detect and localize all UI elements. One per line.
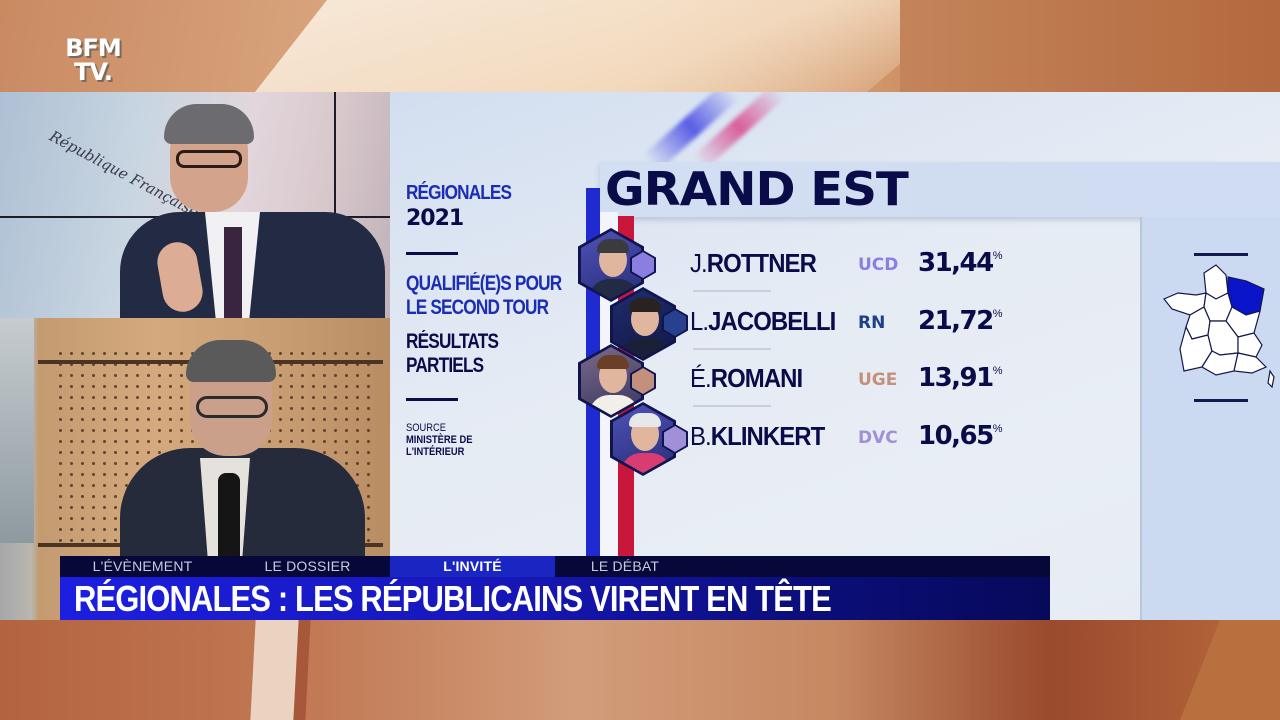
map-panel bbox=[1140, 217, 1280, 620]
results-status: RÉSULTATS PARTIELS bbox=[406, 330, 499, 377]
tab-invite: L'INVITÉ bbox=[390, 556, 555, 577]
source-credit: SOURCE MINISTÈRE DE L'INTÉRIEUR bbox=[406, 422, 473, 458]
vote-percent: 10,65% bbox=[918, 421, 1003, 451]
candidate-photo bbox=[610, 287, 676, 361]
logo-line-1: BFM bbox=[65, 34, 122, 62]
title-band bbox=[600, 162, 1280, 217]
divider bbox=[1194, 253, 1248, 256]
candidate-name: B.KLINKERT bbox=[690, 421, 825, 451]
tab-evenement: L'ÉVÈNEMENT bbox=[92, 558, 193, 574]
subtitle: QUALIFIÉ(E)S POUR LE SECOND TOUR bbox=[406, 272, 562, 319]
candidate-photo bbox=[578, 344, 644, 418]
candidate-row: J.ROTTNER UCD 31,44% bbox=[690, 248, 1020, 284]
background-top-light bbox=[255, 0, 975, 92]
row-separator bbox=[693, 348, 771, 350]
party-label: DVC bbox=[858, 428, 898, 448]
channel-logo: BFM TV. bbox=[58, 36, 128, 84]
video-feed-anchor: République Française bbox=[0, 92, 390, 318]
window bbox=[0, 318, 34, 543]
program-tabs: L'ÉVÈNEMENT LE DOSSIER L'INVITÉ LE DÉBAT bbox=[60, 556, 1050, 577]
election-label: RÉGIONALES bbox=[406, 182, 512, 204]
microphone bbox=[218, 473, 240, 563]
logo-line-2: TV. bbox=[74, 58, 113, 86]
election-year: 2021 bbox=[406, 206, 464, 231]
candidate-name: J.ROTTNER bbox=[690, 248, 817, 278]
vote-percent: 13,91% bbox=[918, 363, 1003, 393]
background-bottom bbox=[0, 620, 1280, 720]
france-map-icon bbox=[1163, 264, 1275, 389]
row-separator bbox=[693, 290, 771, 292]
candidate-name: L.JACOBELLI bbox=[690, 306, 836, 336]
tab-dossier: LE DOSSIER bbox=[264, 558, 351, 574]
candidate-name: É.ROMANI bbox=[690, 363, 803, 393]
divider bbox=[406, 252, 458, 255]
headline-text: RÉGIONALES : LES RÉPUBLICAINS VIRENT EN … bbox=[74, 578, 832, 619]
divider bbox=[406, 398, 458, 401]
candidate-row: B.KLINKERT DVC 10,65% bbox=[690, 421, 1020, 457]
divider bbox=[1194, 399, 1248, 402]
anchor-figure bbox=[120, 102, 390, 318]
tab-debat: LE DÉBAT bbox=[590, 558, 660, 574]
party-label: UGE bbox=[858, 370, 898, 390]
region-title: GRAND EST bbox=[605, 162, 909, 216]
vote-percent: 31,44% bbox=[918, 248, 1003, 278]
vote-percent: 21,72% bbox=[918, 306, 1003, 336]
background-top-dark bbox=[900, 0, 1280, 92]
election-results-panel: RÉGIONALES 2021 QUALIFIÉ(E)S POUR LE SEC… bbox=[390, 92, 1280, 620]
party-label: UCD bbox=[858, 255, 899, 275]
candidate-row: É.ROMANI UGE 13,91% bbox=[690, 363, 1020, 399]
screen-divider bbox=[334, 92, 336, 318]
row-separator bbox=[693, 405, 771, 407]
candidate-row: L.JACOBELLI RN 21,72% bbox=[690, 306, 1020, 342]
party-label: RN bbox=[858, 313, 886, 333]
headline-banner: RÉGIONALES : LES RÉPUBLICAINS VIRENT EN … bbox=[60, 577, 1050, 620]
